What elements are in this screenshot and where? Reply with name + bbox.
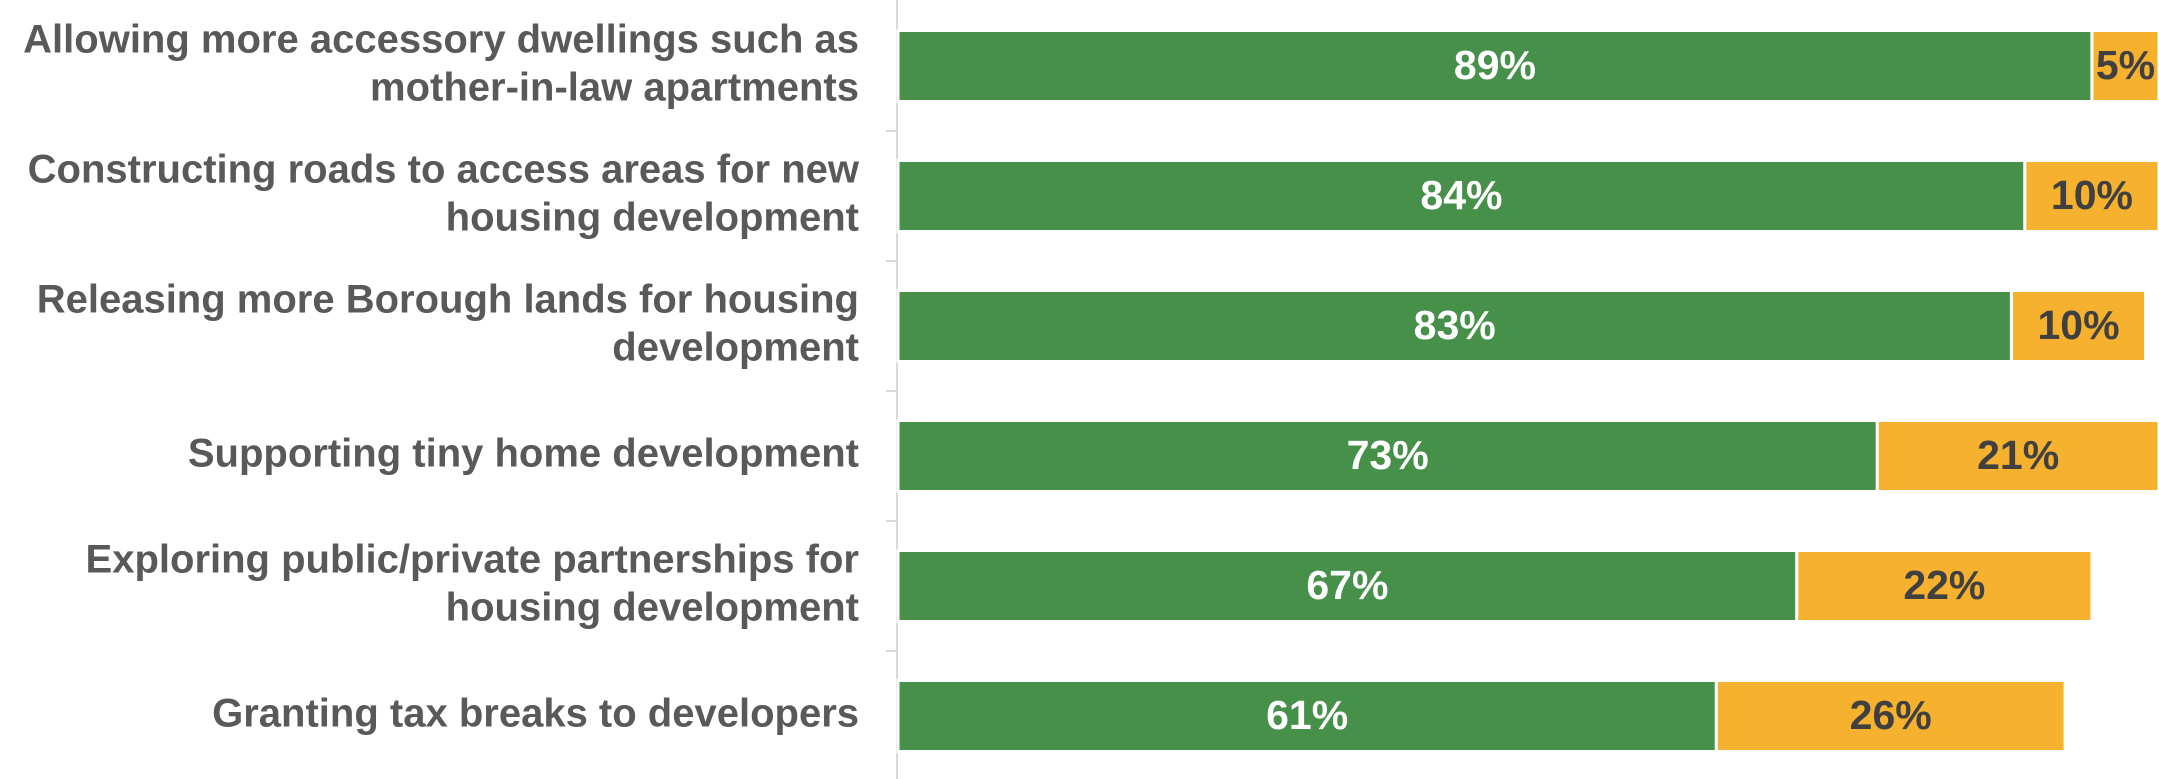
data-label: 10% — [2051, 172, 2133, 218]
data-label: 73% — [1347, 432, 1429, 478]
bar-segment — [896, 29, 2094, 103]
data-label: 84% — [1420, 172, 1502, 218]
data-label: 22% — [1903, 562, 1985, 608]
category-label: Exploring public/private partnerships fo… — [86, 538, 859, 582]
category-label: housing development — [446, 586, 859, 630]
category-label: development — [612, 326, 859, 370]
category-label: Constructing roads to access areas for n… — [28, 148, 860, 192]
data-label: 5% — [2096, 42, 2155, 88]
bar-segment — [896, 289, 2013, 363]
category-label: Releasing more Borough lands for housing — [37, 278, 859, 322]
category-label: Allowing more accessory dwellings such a… — [23, 18, 859, 62]
data-label: 61% — [1266, 692, 1348, 738]
bar-segment — [2009, 289, 2148, 363]
data-label: 89% — [1454, 42, 1536, 88]
bar-segment — [896, 679, 1718, 753]
data-label: 26% — [1850, 692, 1932, 738]
bar-segment — [1795, 549, 2094, 623]
bar-segment — [896, 159, 2027, 233]
bar-segment — [2023, 159, 2159, 233]
data-label: 21% — [1977, 432, 2059, 478]
bar-segment — [896, 549, 1799, 623]
category-label: Granting tax breaks to developers — [212, 692, 859, 736]
data-label: 10% — [2037, 302, 2119, 348]
category-label: housing development — [446, 196, 859, 240]
bar-segment — [2090, 29, 2159, 103]
data-label: 83% — [1414, 302, 1496, 348]
category-label: Supporting tiny home development — [188, 432, 859, 476]
bar-segment — [1714, 679, 2067, 753]
category-label: mother-in-law apartments — [370, 66, 859, 110]
data-label: 67% — [1306, 562, 1388, 608]
bar-segment — [1875, 419, 2159, 493]
